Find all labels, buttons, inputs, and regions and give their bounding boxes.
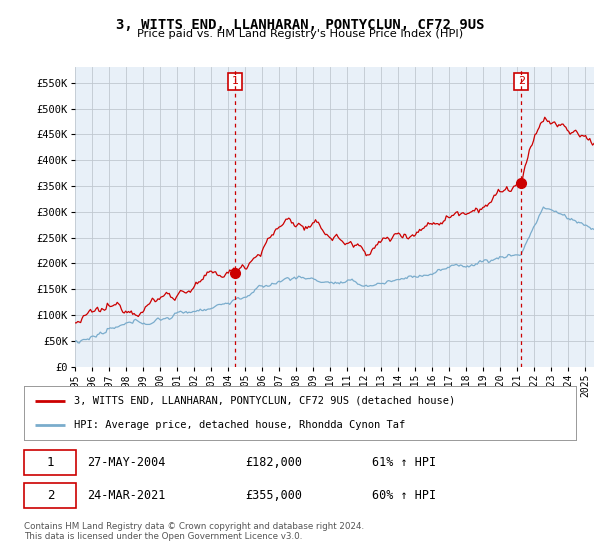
Text: £355,000: £355,000 (245, 489, 302, 502)
Text: 1: 1 (47, 456, 54, 469)
Text: 2: 2 (47, 489, 54, 502)
Text: £182,000: £182,000 (245, 456, 302, 469)
Text: 3, WITTS END, LLANHARAN, PONTYCLUN, CF72 9US (detached house): 3, WITTS END, LLANHARAN, PONTYCLUN, CF72… (74, 396, 455, 406)
FancyBboxPatch shape (24, 450, 76, 475)
Text: HPI: Average price, detached house, Rhondda Cynon Taf: HPI: Average price, detached house, Rhon… (74, 420, 405, 430)
Text: Contains HM Land Registry data © Crown copyright and database right 2024.
This d: Contains HM Land Registry data © Crown c… (24, 522, 364, 542)
FancyBboxPatch shape (24, 483, 76, 508)
Text: 60% ↑ HPI: 60% ↑ HPI (372, 489, 436, 502)
Text: 3, WITTS END, LLANHARAN, PONTYCLUN, CF72 9US: 3, WITTS END, LLANHARAN, PONTYCLUN, CF72… (116, 18, 484, 32)
Text: 27-MAY-2004: 27-MAY-2004 (88, 456, 166, 469)
Text: 1: 1 (232, 76, 239, 86)
Text: Price paid vs. HM Land Registry's House Price Index (HPI): Price paid vs. HM Land Registry's House … (137, 29, 463, 39)
Text: 2: 2 (518, 76, 525, 86)
Text: 61% ↑ HPI: 61% ↑ HPI (372, 456, 436, 469)
Text: 24-MAR-2021: 24-MAR-2021 (88, 489, 166, 502)
